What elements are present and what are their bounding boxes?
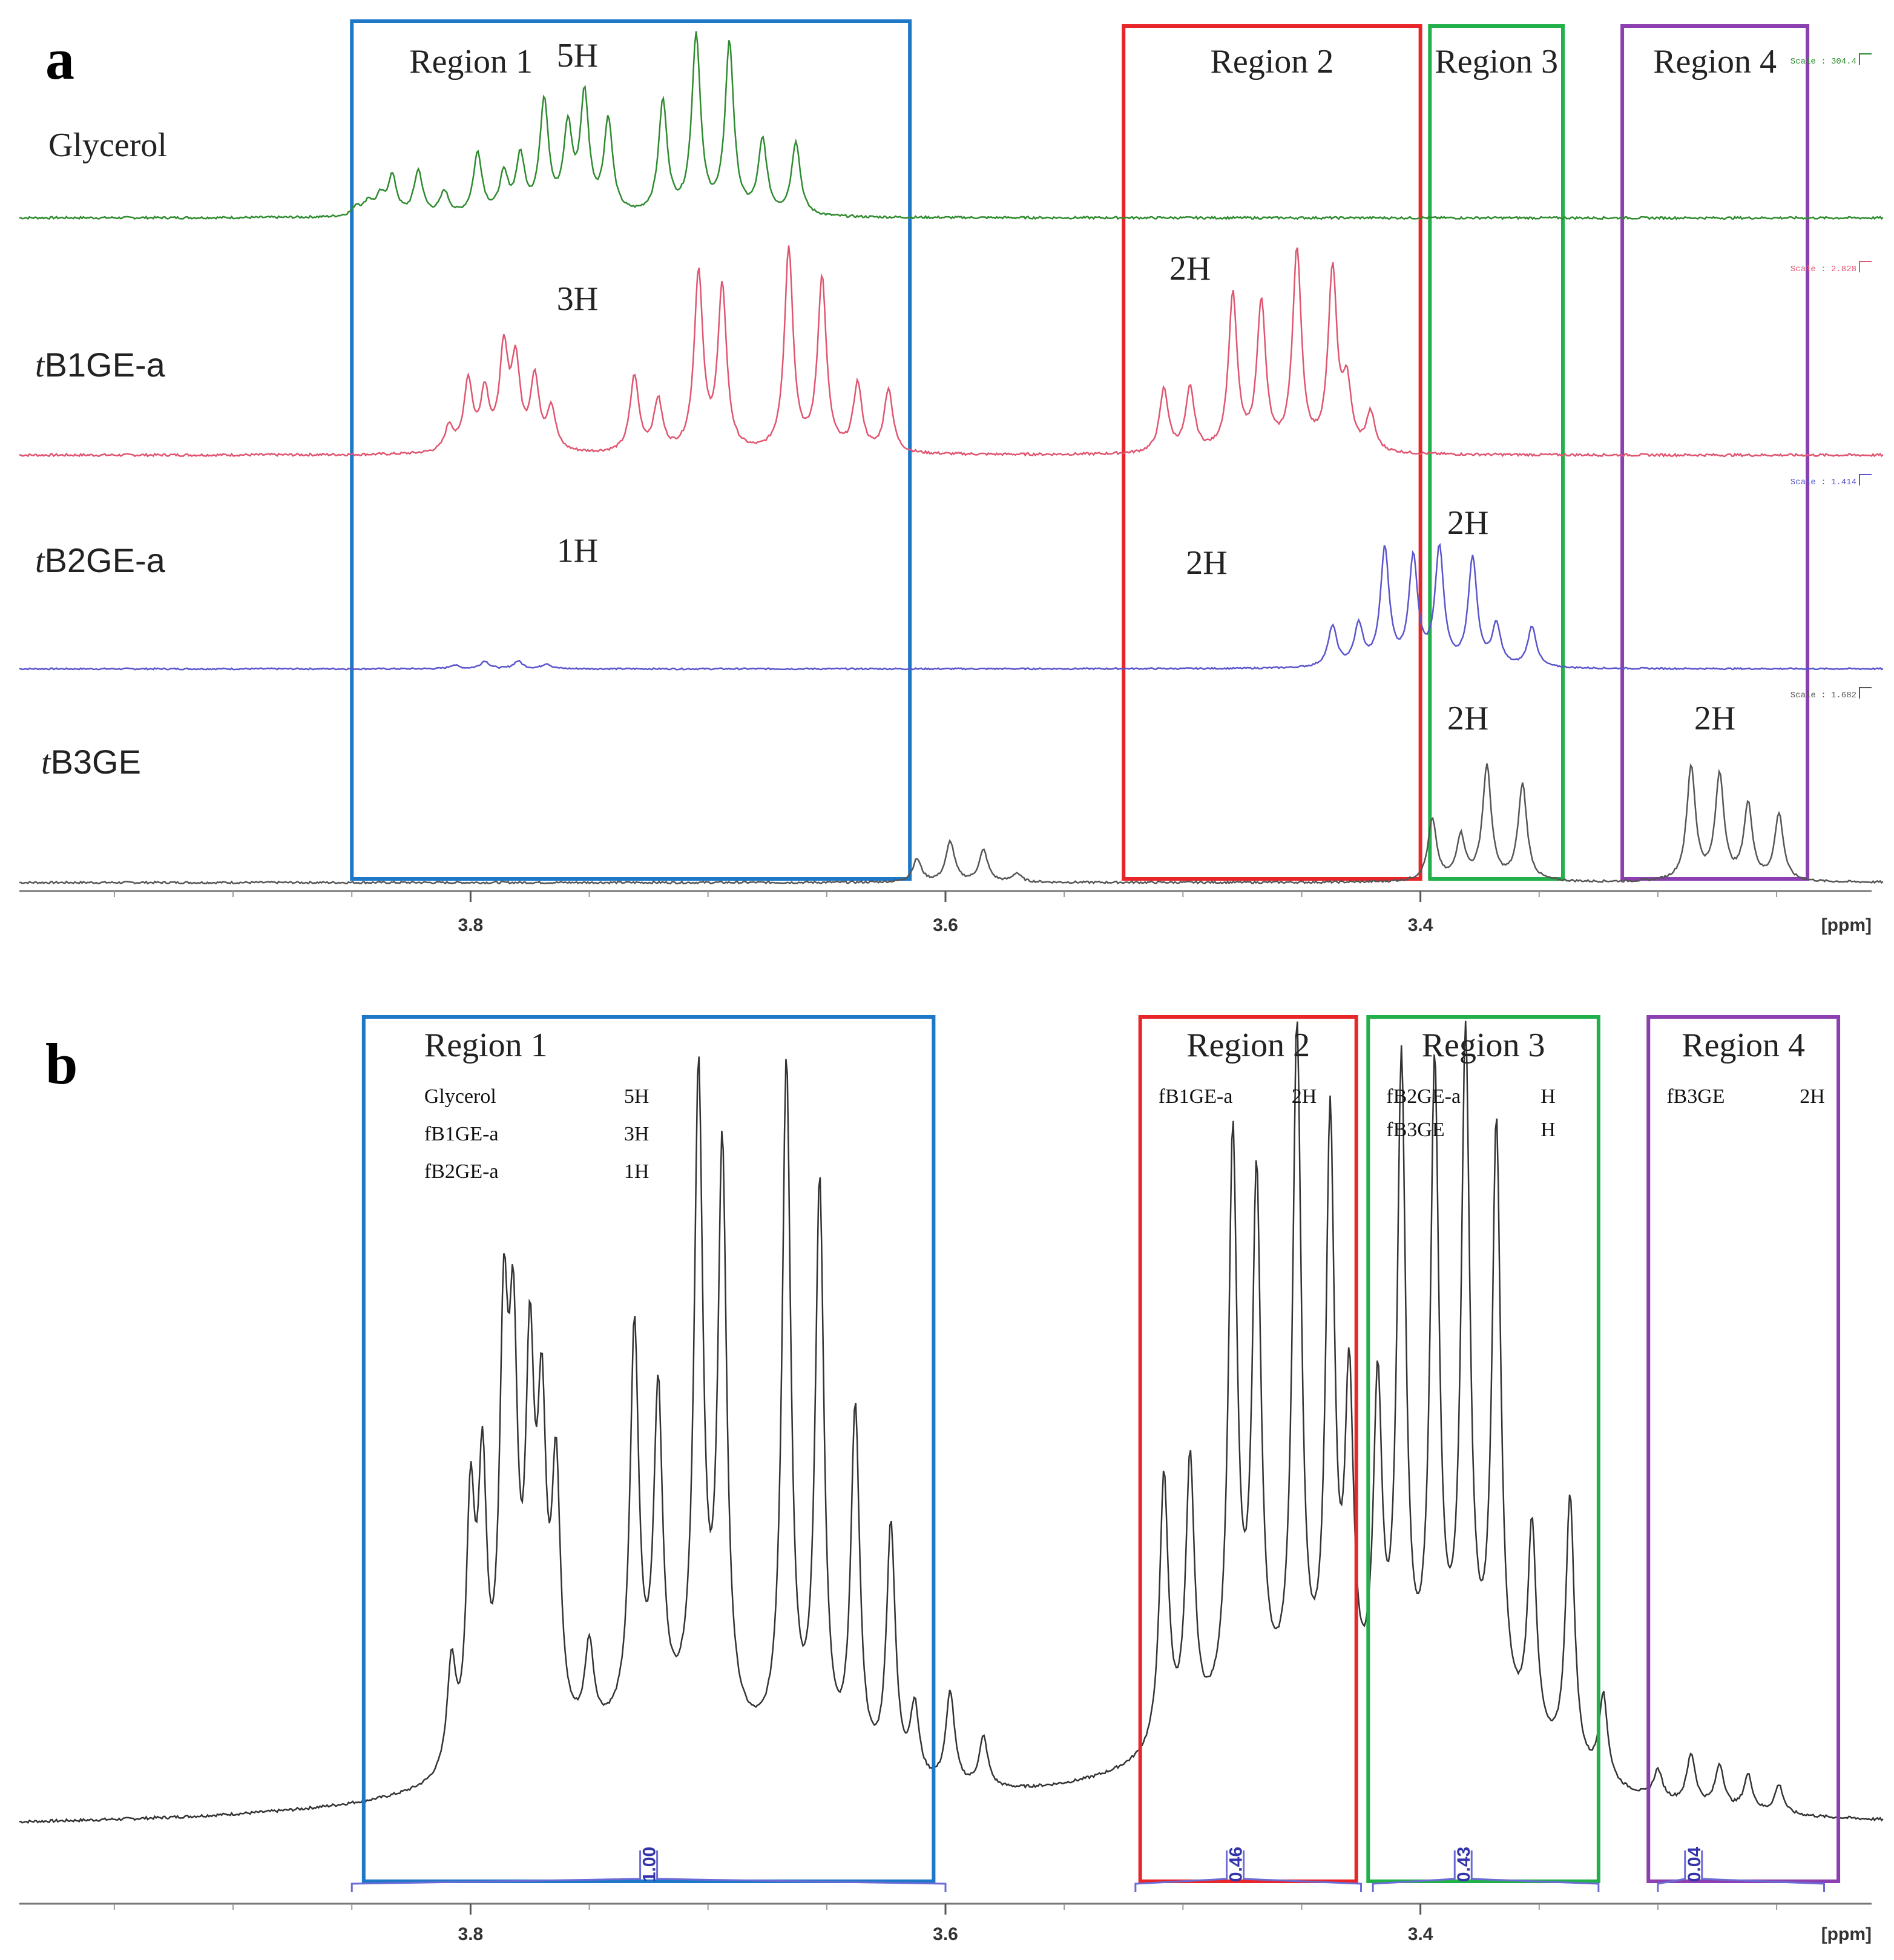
trace-label-name: B3GE — [51, 743, 141, 781]
panel-a-x-unit-label: [ppm] — [1821, 915, 1872, 935]
panel-a-trace-4-scale-bracket — [1859, 687, 1872, 699]
panel-b-integral-value-1: 1.00 — [640, 1847, 660, 1882]
panel-a-region-3-label: Region 3 — [1435, 43, 1558, 81]
panel-b-region-2-box — [1138, 1015, 1358, 1883]
panel-a-trace-label-3: tB2GE-a — [35, 541, 166, 580]
trace-label-name: B1GE-a — [45, 346, 166, 384]
panel-b-integral-value-4: 0.04 — [1685, 1846, 1705, 1882]
panel-a-trace-2 — [19, 245, 1884, 458]
panel-a-trace-3-scale-label: Scale : 1.414 — [1790, 478, 1856, 487]
panel-b-trace — [19, 1021, 1884, 1824]
panel-b-region-1-legend-h: 3H — [624, 1123, 649, 1145]
panel-b-integral-value-2: 0.46 — [1226, 1847, 1246, 1882]
panel-a-trace-4-scale-label: Scale : 1.682 — [1790, 691, 1856, 700]
panel-b-region-3-label: Region 3 — [1422, 1027, 1545, 1064]
panel-b-region-3-box — [1366, 1015, 1600, 1883]
panel-b-region-1-label: Region 1 — [424, 1027, 548, 1064]
panel-a-trace-4-annotation: 2H — [1694, 700, 1735, 737]
panel-b-region-3-legend-h: H — [1541, 1085, 1556, 1108]
panel-b-region-4-label: Region 4 — [1682, 1027, 1805, 1064]
panel-a-tick-label: 3.4 — [1408, 915, 1433, 935]
panel-a-trace-label-2: tB1GE-a — [35, 346, 166, 384]
panel-b-integral-bracket-3 — [1372, 1850, 1600, 1892]
panel-b-region-1-legend-h: 1H — [624, 1160, 649, 1183]
panel-a-region-4-box — [1620, 24, 1810, 881]
panel-a-trace-1-scale-bracket — [1859, 53, 1872, 65]
panel-a-trace-2-annotation: 3H — [557, 280, 598, 318]
panel-a-region-3-box — [1428, 24, 1565, 881]
panel-b-tick-label: 3.8 — [458, 1924, 484, 1944]
panel-a-trace-4 — [19, 763, 1884, 885]
panel-a-trace-2-annotation: 2H — [1169, 250, 1211, 288]
panel-a-trace-label-1: Glycerol — [48, 127, 167, 164]
panel-b-region-1-legend-name: Glycerol — [424, 1085, 496, 1108]
panel-a-trace-1-annotation: 5H — [557, 37, 598, 74]
panel-b-region-3-legend-name: fB2GE-a — [1386, 1085, 1461, 1108]
panel-b-region-3-legend-name: fB3GE — [1386, 1119, 1444, 1141]
panel-a-trace-3-annotation: 2H — [1186, 544, 1227, 582]
panel-a-trace-3 — [19, 542, 1884, 671]
panel-a-tick-label: 3.8 — [458, 915, 484, 935]
panel-a-region-1-label: Region 1 — [409, 43, 533, 81]
panel-b-integral-value-3: 0.43 — [1454, 1847, 1474, 1882]
panel-a-trace-3-annotation: 2H — [1447, 504, 1488, 542]
trace-label-name: Glycerol — [48, 127, 167, 164]
panel-b-tick-label: 3.4 — [1408, 1924, 1433, 1944]
panel-b-region-1-box — [361, 1015, 936, 1883]
panel-b-region-4-box — [1646, 1015, 1841, 1883]
panel-b-region-1-legend-h: 5H — [624, 1085, 649, 1108]
panel-b-region-2-legend-h: 2H — [1292, 1085, 1317, 1108]
panel-b-region-2-legend-name: fB1GE-a — [1159, 1085, 1233, 1108]
panel-a-tick-label: 3.6 — [933, 915, 958, 935]
panel-a-region-4-label: Region 4 — [1653, 43, 1777, 81]
panel-a-trace-1-scale-label: Scale : 304.4 — [1790, 57, 1856, 67]
trace-label-name: B2GE-a — [45, 541, 166, 579]
panel-b-tick-label: 3.6 — [933, 1924, 958, 1944]
panel-b-integral-bracket-1 — [350, 1850, 947, 1892]
panel-b-region-4-legend-h: 2H — [1800, 1085, 1825, 1108]
panel-b-integral-bracket-2 — [1134, 1850, 1363, 1892]
panel-a-region-2-box — [1122, 24, 1422, 881]
panel-b-region-1-legend-name: fB1GE-a — [424, 1123, 499, 1145]
panel-a-trace-3-scale-bracket — [1859, 474, 1872, 485]
panel-b-region-2-label: Region 2 — [1186, 1027, 1310, 1064]
panel-a-trace-1 — [19, 31, 1884, 221]
panel-a-trace-label-4: tB3GE — [41, 743, 141, 781]
panel-b-region-4-legend-name: fB3GE — [1666, 1085, 1725, 1108]
panel-a-trace-2-scale-bracket — [1859, 261, 1872, 272]
panel-a-region-1-box — [350, 19, 912, 881]
trace-label-prefix: t — [41, 744, 51, 781]
panel-a-letter: a — [45, 27, 74, 91]
panel-a-trace-4-annotation: 2H — [1447, 700, 1488, 737]
trace-label-prefix: t — [35, 347, 45, 384]
panel-b-region-1-legend-name: fB2GE-a — [424, 1160, 499, 1183]
panel-b-x-unit-label: [ppm] — [1821, 1924, 1872, 1944]
panel-b-letter: b — [45, 1031, 77, 1096]
panel-a-trace-3-annotation: 1H — [557, 532, 598, 570]
panel-b-integral-bracket-4 — [1657, 1850, 1826, 1892]
panel-b-region-3-legend-h: H — [1541, 1119, 1556, 1141]
panel-a-region-2-label: Region 2 — [1211, 43, 1334, 81]
panel-a-trace-2-scale-label: Scale : 2.828 — [1790, 265, 1856, 274]
trace-label-prefix: t — [35, 542, 45, 580]
